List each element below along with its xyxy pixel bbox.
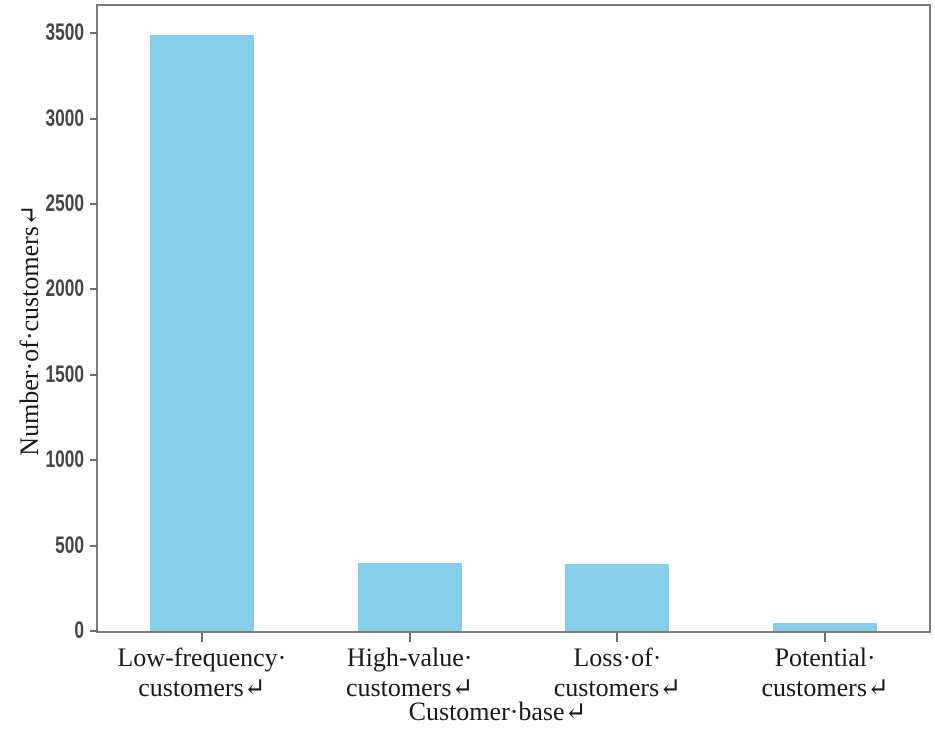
y-tick-mark (90, 203, 98, 206)
category-label-high-value-customers: High-value· customers↵ (280, 643, 540, 703)
category-label-line: customers↵ (346, 673, 474, 702)
category-label-line: Loss·of· (573, 643, 662, 672)
category-label-line: customers↵ (138, 673, 266, 702)
bar-loss-of-customers (565, 564, 670, 631)
category-label-line: Low-frequency· (117, 643, 287, 672)
category-label-potential-customers: Potential· customers↵ (695, 643, 935, 703)
category-label-loss-of-customers: Loss·of· customers↵ (487, 643, 747, 703)
category-label-line: customers↵ (553, 673, 681, 702)
y-tick-label: 500 (55, 531, 84, 559)
category-label-line: customers↵ (761, 673, 889, 702)
y-tick-label: 1000 (45, 446, 84, 474)
y-tick-mark (90, 288, 98, 291)
x-axis-title: Customer·base↵ (408, 697, 587, 726)
plot-area: 0 500 1000 1500 2000 2500 3000 3500 Low-frequenc… (46, 4, 931, 702)
x-tick-mark (824, 633, 827, 642)
y-tick-label: 2000 (45, 275, 84, 303)
y-tick-mark (90, 459, 98, 462)
y-tick-mark (90, 117, 98, 120)
y-tick-label: 0 (74, 617, 84, 644)
y-axis-title: Number·of·customers↵ (15, 204, 44, 456)
y-tick-mark (90, 630, 98, 632)
category-label-low-frequency-customers: Low-frequency· customers↵ (72, 643, 332, 703)
category-label-line: Potential· (774, 643, 876, 672)
x-tick-mark (616, 633, 619, 642)
bar-potential-customers (773, 623, 878, 631)
y-tick-label: 3000 (45, 104, 84, 132)
y-tick-label: 2500 (45, 190, 84, 218)
y-tick-mark (90, 32, 98, 35)
category-label-line: High-value· (346, 643, 473, 672)
y-tick-label: 3500 (45, 19, 84, 47)
x-tick-mark (408, 633, 411, 642)
y-tick-mark (90, 544, 98, 547)
bar-low-frequency-customers (149, 35, 254, 631)
bar-high-value-customers (357, 562, 462, 631)
y-tick-mark (90, 373, 98, 376)
y-tick-label: 1500 (45, 360, 84, 388)
x-tick-mark (200, 633, 203, 642)
